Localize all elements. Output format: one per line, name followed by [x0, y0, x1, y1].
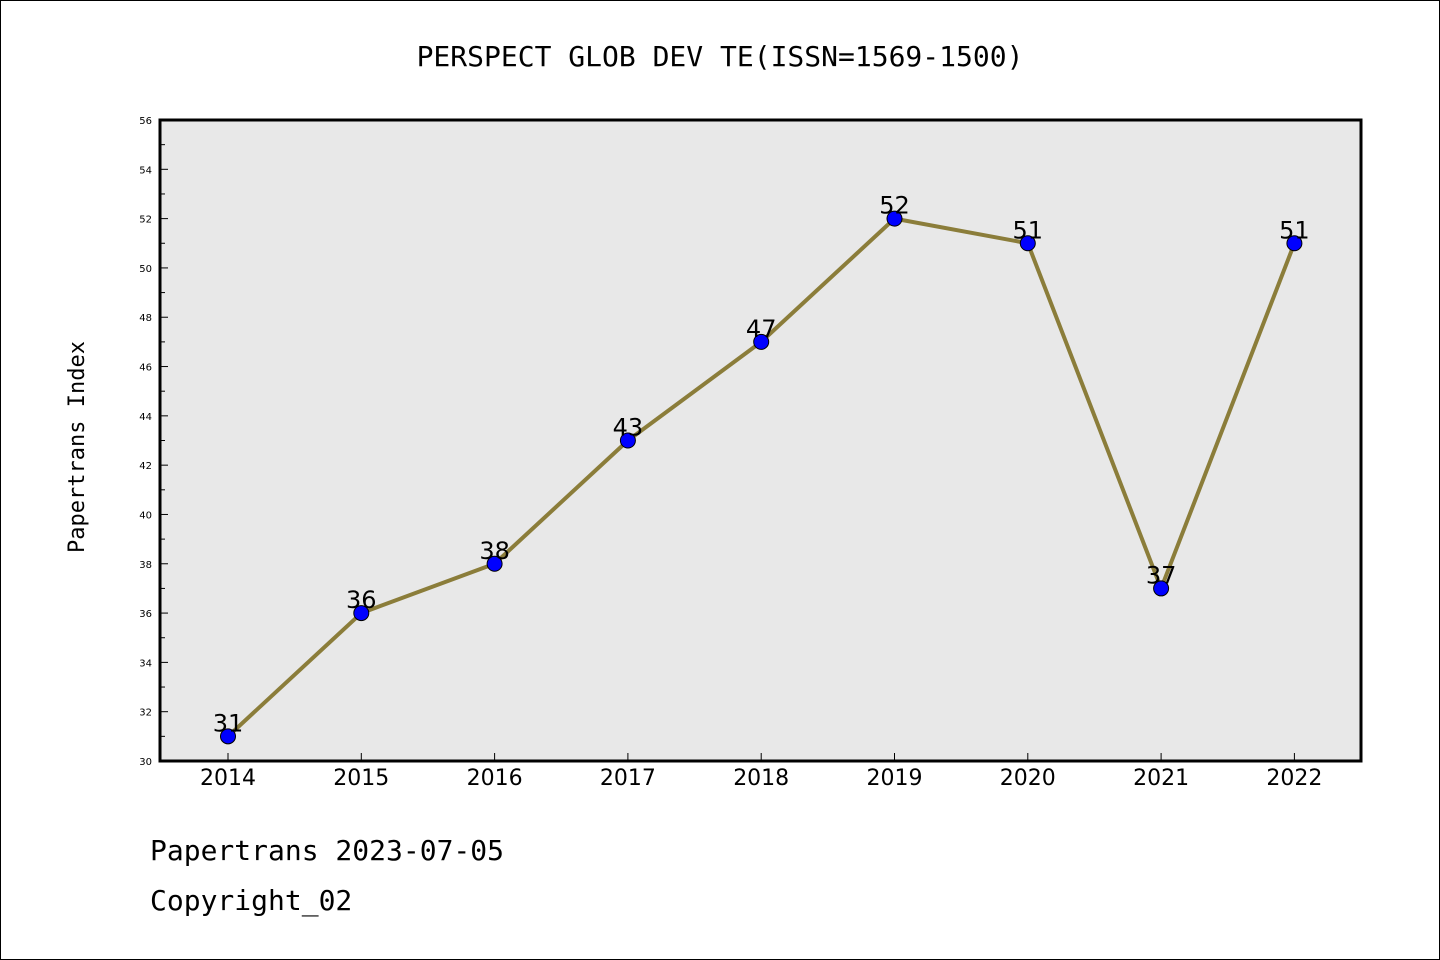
plot-area	[160, 120, 1361, 761]
plot-border	[158, 118, 1363, 763]
x-tick-label: 2019	[867, 766, 923, 791]
data-label: 47	[746, 315, 777, 343]
y-tick-label: 40	[139, 510, 152, 521]
y-tick-label: 50	[139, 264, 152, 275]
y-tick-label: 42	[139, 461, 152, 472]
x-axis: 2014 2015 2016 2017 2018 2019 2020 2021 2022	[200, 753, 1322, 791]
y-tick-label: 56	[139, 116, 152, 127]
data-point	[753, 333, 770, 350]
data-label: 31	[213, 709, 244, 737]
data-point	[619, 432, 636, 449]
data-label: 37	[1146, 561, 1177, 589]
data-label: 52	[879, 192, 910, 220]
data-point	[220, 728, 236, 745]
y-tick-label: 46	[139, 363, 152, 374]
data-label: 38	[479, 537, 510, 565]
y-tick-label: 34	[139, 658, 152, 669]
x-tick-label: 2016	[467, 766, 523, 791]
data-point	[486, 555, 503, 572]
y-tick-label: 30	[139, 757, 152, 768]
chart-title: PERSPECT GLOB DEV TE(ISSN=1569-1500)	[417, 40, 1024, 73]
footer-copyright: Copyright_02	[150, 884, 353, 917]
y-tick-label: 48	[139, 313, 152, 324]
y-axis: 30 32 34 36 38 40 42 44 46 48 50 52 54 56	[139, 116, 168, 768]
y-axis-label: Papertrans Index	[65, 341, 90, 553]
data-label: 51	[1279, 216, 1310, 244]
x-tick-label: 2014	[200, 766, 256, 791]
x-tick-label: 2022	[1266, 766, 1322, 791]
data-point	[353, 605, 370, 622]
data-point	[1286, 235, 1303, 252]
x-tick-label: 2018	[733, 766, 789, 791]
y-tick-label: 52	[139, 215, 152, 226]
data-point	[1019, 235, 1036, 252]
x-tick-label: 2021	[1133, 766, 1189, 791]
data-labels: 31 36 38 43 47 52 51 37 51	[213, 192, 1310, 738]
data-point	[1153, 580, 1170, 597]
x-tick-label: 2020	[1000, 766, 1056, 791]
x-tick-label: 2017	[600, 766, 656, 791]
y-tick-label: 36	[139, 609, 152, 620]
data-label: 51	[1013, 216, 1044, 244]
y-tick-label: 44	[139, 412, 152, 423]
data-markers	[220, 210, 1303, 745]
x-tick-label: 2015	[333, 766, 389, 791]
footer-date: Papertrans 2023-07-05	[150, 834, 505, 867]
data-point	[886, 210, 903, 227]
y-tick-label: 32	[139, 708, 152, 719]
data-label: 43	[613, 414, 644, 442]
data-label: 36	[346, 586, 377, 614]
y-tick-label: 38	[139, 560, 152, 571]
y-tick-label: 54	[139, 165, 152, 176]
